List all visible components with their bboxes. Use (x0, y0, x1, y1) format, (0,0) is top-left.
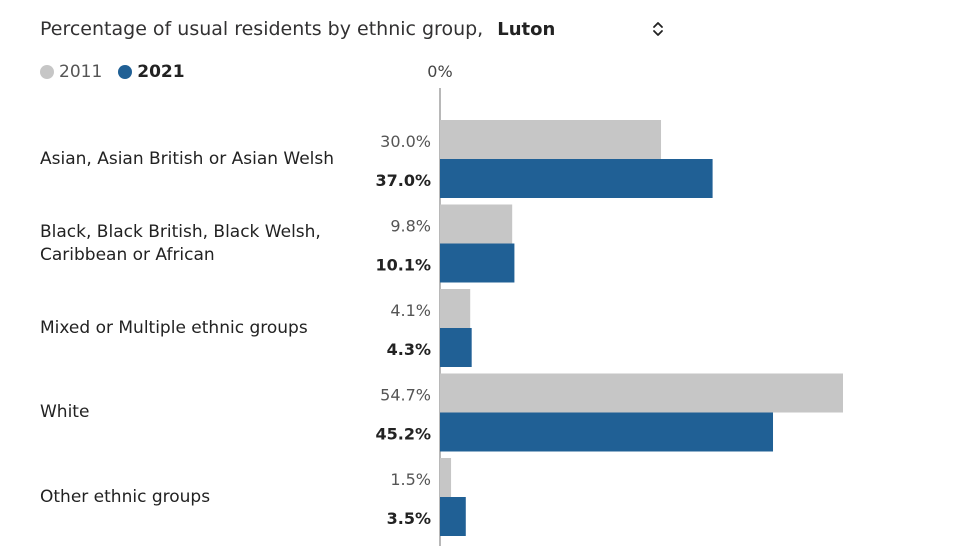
data-label-2021: 4.3% (387, 340, 431, 359)
chart-legend: 2011 2021 (40, 60, 201, 84)
chart-title: Percentage of usual residents by ethnic … (40, 18, 484, 40)
data-label-2011: 9.8% (390, 217, 431, 236)
data-label-2011: 1.5% (390, 470, 431, 489)
bar-2011 (440, 289, 471, 328)
bar-2011 (440, 458, 452, 497)
bar-2011 (440, 120, 662, 159)
category-label: Mixed or Multiple ethnic groups (40, 317, 308, 338)
data-label-2011: 54.7% (380, 386, 431, 405)
legend-item-2021: 2021 (118, 62, 185, 82)
area-selector[interactable]: Luton (497, 19, 665, 40)
data-label-2011: 4.1% (390, 301, 431, 320)
bar-2011 (440, 204, 513, 244)
category-label: Asian, Asian British or Asian Welsh (40, 148, 335, 169)
legend-item-2011: 2011 (40, 62, 102, 82)
legend-label-2021: 2021 (137, 62, 185, 82)
bar-2021 (440, 497, 466, 536)
data-label-2021: 3.5% (387, 509, 431, 528)
bar-2021 (440, 328, 472, 367)
data-label-2021: 10.1% (375, 256, 431, 275)
bar-2021 (440, 412, 774, 452)
legend-label-2011: 2011 (59, 62, 103, 82)
axis-tick-label-0: 0% (427, 62, 452, 81)
bar-2021 (440, 159, 713, 198)
category-label: Other ethnic groups (40, 486, 211, 507)
up-down-chevron-icon (653, 22, 664, 36)
chart-header: Percentage of usual residents by ethnic … (40, 15, 665, 43)
data-label-2011: 30.0% (380, 132, 431, 151)
data-label-2021: 37.0% (375, 171, 431, 190)
area-selector-value: Luton (497, 18, 556, 40)
legend-swatch-2011 (40, 65, 54, 79)
bar-2021 (440, 243, 515, 283)
category-label: White (40, 402, 90, 422)
category-label: Black, Black British, Black Welsh, Carib… (40, 221, 321, 265)
bar-2011 (440, 373, 843, 413)
data-label-2021: 45.2% (375, 425, 431, 444)
legend-swatch-2021 (118, 65, 133, 79)
